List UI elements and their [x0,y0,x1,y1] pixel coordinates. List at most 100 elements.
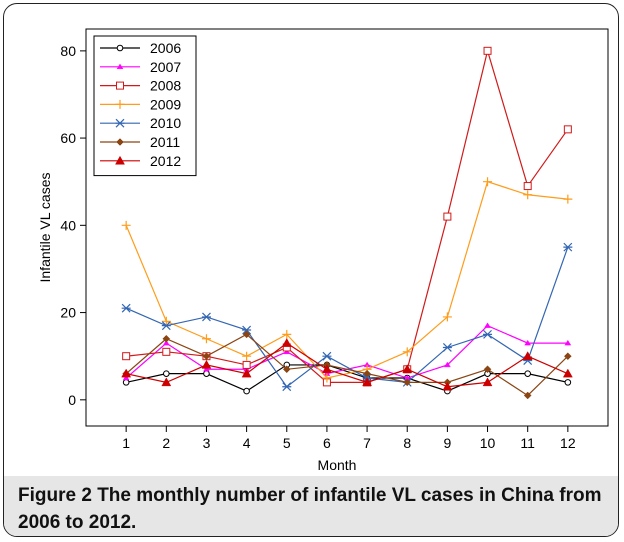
data-point-2012 [321,364,332,374]
data-point-2012 [362,377,373,387]
legend-label: 2011 [150,134,180,150]
data-point-2012 [121,368,132,378]
data-point-2008 [162,347,171,356]
data-point-2010 [201,312,211,322]
data-point-2009 [402,347,412,357]
data-point-2012 [482,377,493,387]
x-tick-label: 4 [243,435,251,451]
data-point-2006 [564,379,572,386]
data-point-2012 [241,368,252,378]
data-point-2011 [563,352,572,361]
data-point-2007 [564,339,572,346]
series-line-2009 [125,180,568,379]
series-2010 [121,242,573,392]
x-tick-label: 11 [520,435,535,451]
data-point-2011 [162,334,171,343]
series-line-2010 [125,246,569,388]
x-tick-label: 2 [162,435,170,451]
data-point-2006 [243,387,250,395]
series-2011 [122,330,572,400]
data-point-2011 [403,378,412,387]
data-point-2009 [442,312,452,322]
data-point-2009 [322,373,332,383]
caption-background [4,476,618,536]
x-tick-label: 12 [560,435,576,451]
data-point-2009 [242,351,252,361]
data-point-2006 [203,370,210,377]
data-point-2010 [322,351,332,361]
legend-item-2009: 2009 [100,96,181,112]
data-point-2011 [363,369,371,378]
caption-label: Figure 2 [18,485,92,506]
data-point-2012 [562,368,573,378]
y-tick-label: 40 [60,217,76,233]
legend-marker [116,138,124,146]
x-axis-label: Month [318,457,357,473]
legend-label: 2007 [150,59,181,75]
data-point-2009 [483,177,493,187]
data-point-2012 [522,351,533,360]
data-point-2010 [442,343,452,352]
data-point-2010 [563,242,573,252]
legend-item-2010: 2010 [100,115,181,131]
series-2009 [121,177,573,383]
series-line-2012 [126,342,569,388]
y-tick-label: 60 [60,130,76,146]
x-tick-label: 9 [443,435,451,451]
data-point-2010 [483,329,493,339]
data-point-2009 [161,316,171,326]
legend-label: 2009 [150,96,181,112]
data-point-2007 [484,322,491,328]
data-point-2012 [442,381,453,391]
legend-box [93,35,197,177]
legend-label: 2012 [150,153,181,169]
data-point-2011 [282,365,291,374]
legend-item-2006: 2006 [100,40,181,56]
data-point-2012 [402,364,413,374]
legend-marker [116,81,124,90]
data-point-2008 [242,360,251,369]
data-point-2012 [161,377,172,387]
x-tick-label: 1 [122,435,130,451]
data-point-2010 [161,321,171,331]
x-tick-label: 10 [480,435,496,451]
data-point-2007 [203,366,210,372]
data-point-2008 [483,46,492,55]
data-point-2006 [524,370,531,377]
legend-item-2008: 2008 [100,78,181,94]
legend-label: 2006 [150,40,181,56]
data-point-2011 [523,391,532,400]
data-point-2009 [523,190,533,200]
data-point-2010 [121,303,131,313]
series-line-2007 [125,324,568,379]
data-point-2008 [563,125,572,134]
legend-marker [115,155,125,165]
figure-caption: Figure 2 The monthly number of infantile… [18,482,608,536]
data-point-2008 [523,182,532,191]
figure-card: 0 20 40 60 80 1 2 3 4 5 6 7 8 9 10 11 12 Month Infantile V… [3,3,619,537]
caption-text: The monthly number of infantile VL cases… [18,485,602,533]
data-point-2011 [202,352,211,361]
data-point-2009 [201,334,211,344]
legend-marker [116,44,124,52]
legend-label: 2010 [150,115,181,131]
data-point-2009 [121,220,131,230]
data-point-2011 [242,330,251,339]
x-tick-label: 7 [363,435,371,451]
data-point-2007 [444,361,451,368]
legend-item-2011: 2011 [100,134,180,150]
y-tick-label: 80 [60,43,76,59]
data-point-2006 [122,379,130,386]
y-tick-label: 20 [60,305,76,321]
plot-frame [85,28,609,427]
legend-item-2007: 2007 [100,59,181,75]
data-point-2008 [443,212,452,221]
x-tick-label: 8 [403,435,411,451]
data-point-2009 [563,194,573,204]
x-tick-label: 6 [323,435,331,451]
data-point-2011 [483,365,492,374]
series-line-2008 [126,48,569,383]
x-tick-label: 3 [203,435,211,451]
data-point-2007 [162,339,170,346]
